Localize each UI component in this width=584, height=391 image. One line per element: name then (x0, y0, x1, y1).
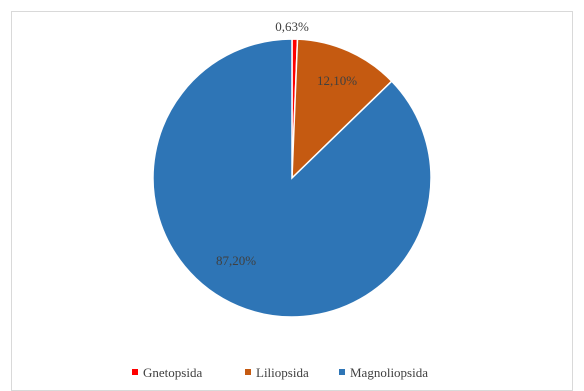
data-label-gnetopsida: 0,63% (275, 19, 309, 34)
pie-slices (152, 38, 432, 318)
pie-data-labels: 0,63% 12,10% 87,20% (216, 19, 357, 268)
pie-chart: 0,63% 12,10% 87,20% Gnetopsida Liliopsida Ma… (132, 19, 432, 380)
data-label-magnoliopsida: 87,20% (216, 253, 256, 268)
legend-label-gnetopsida: Gnetopsida (143, 365, 202, 380)
pie-slice-magnoliopsida (152, 38, 432, 318)
legend-label-liliopsida: Liliopsida (256, 365, 309, 380)
legend-swatch-magnoliopsida (339, 369, 345, 375)
legend-label-magnoliopsida: Magnoliopsida (350, 365, 428, 380)
legend: Gnetopsida Liliopsida Magnoliopsida (132, 365, 428, 380)
pie-slice-liliopsida (291, 38, 393, 180)
data-label-liliopsida: 12,10% (317, 73, 357, 88)
legend-swatch-liliopsida (245, 369, 251, 375)
legend-swatch-gnetopsida (132, 369, 138, 375)
